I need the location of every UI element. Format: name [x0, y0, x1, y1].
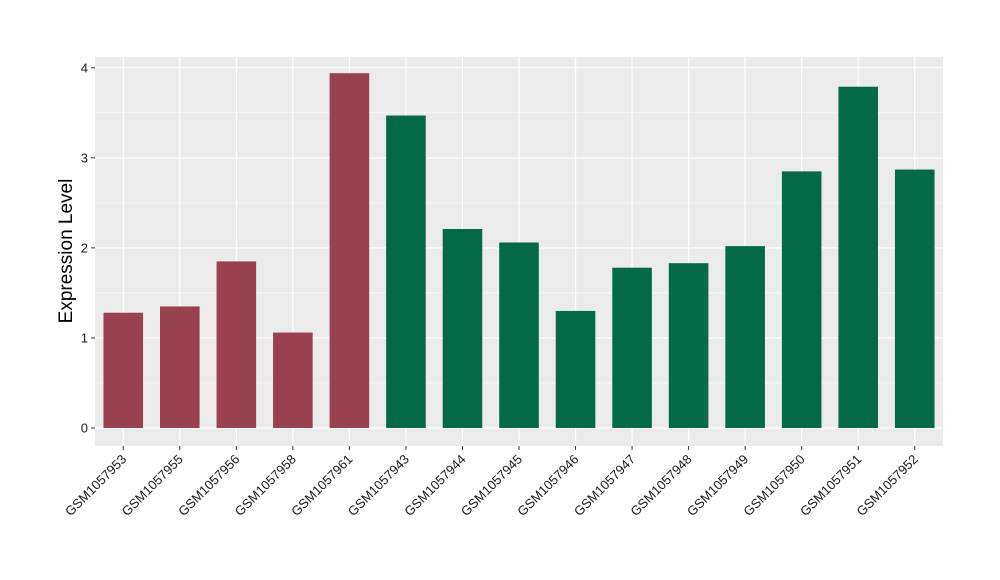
bar-GSM1057944 — [442, 228, 483, 428]
bar-GSM1057943 — [386, 115, 426, 428]
y-axis: 0 1 2 3 4 — [81, 60, 95, 435]
bar-GSM1057956 — [216, 261, 257, 428]
bars — [103, 73, 935, 428]
x-axis: GSM1057953GSM1057955GSM1057956GSM1057958… — [62, 446, 921, 519]
bar-GSM1057948 — [668, 263, 709, 428]
bar-GSM1057952 — [894, 169, 935, 428]
bar-GSM1057947 — [612, 267, 652, 428]
bar-GSM1057951 — [838, 86, 878, 428]
bar-GSM1057946 — [555, 310, 596, 428]
bar-GSM1057961 — [329, 73, 370, 428]
bar-GSM1057945 — [499, 242, 539, 428]
bar-GSM1057955 — [160, 306, 200, 428]
bar-GSM1057950 — [781, 171, 822, 428]
y-tick-label: 3 — [81, 150, 88, 165]
bar-GSM1057958 — [273, 332, 313, 428]
y-tick-label: 0 — [81, 420, 88, 435]
y-axis-title: Expression Level — [56, 179, 77, 324]
y-tick-label: 1 — [81, 330, 88, 345]
bar-GSM1057949 — [725, 246, 765, 428]
y-tick-label: 2 — [81, 240, 88, 255]
bar-GSM1057953 — [103, 312, 144, 428]
y-tick-label: 4 — [81, 60, 88, 75]
